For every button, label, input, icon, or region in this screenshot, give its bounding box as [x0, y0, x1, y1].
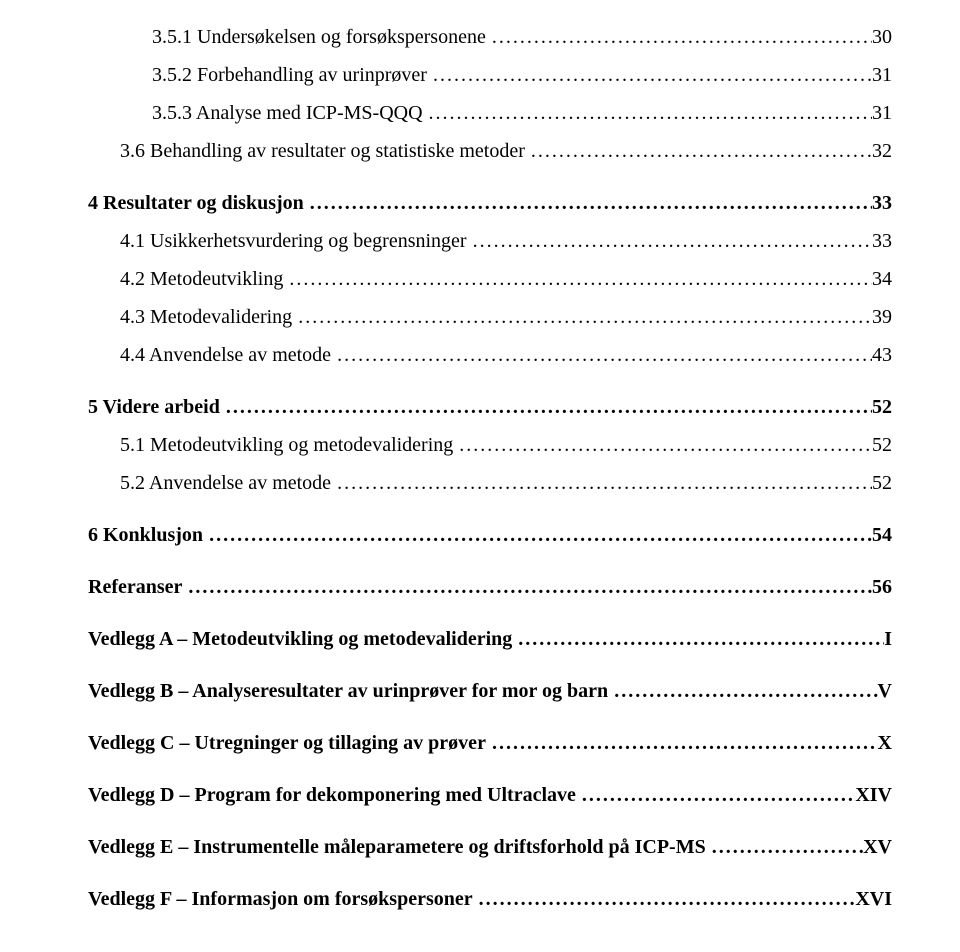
- toc-entry: 5.2 Anvendelse av metode 52: [88, 470, 892, 496]
- toc-entry-label: 3.5.2 Forbehandling av urinprøver: [152, 62, 427, 88]
- toc-entry: Vedlegg F – Informasjon om forsøksperson…: [88, 886, 892, 912]
- toc-entry: Vedlegg E – Instrumentelle måleparameter…: [88, 834, 892, 860]
- toc-leader-dots: [331, 342, 872, 368]
- toc-leader-dots: [220, 394, 872, 420]
- toc-entry-label: 4.4 Anvendelse av metode: [120, 342, 331, 368]
- toc-entry: 3.6 Behandling av resultater og statisti…: [88, 138, 892, 164]
- toc-leader-dots: [608, 678, 877, 704]
- toc-entry-page: 52: [872, 470, 892, 496]
- toc-leader-dots: [706, 834, 863, 860]
- toc-entry: 4.3 Metodevalidering 39: [88, 304, 892, 330]
- toc-entry: 3.5.2 Forbehandling av urinprøver 31: [88, 62, 892, 88]
- toc-leader-dots: [525, 138, 872, 164]
- toc-entry-page: 31: [872, 100, 892, 126]
- toc-entry: 5 Videre arbeid 52: [88, 394, 892, 420]
- toc-leader-dots: [182, 574, 872, 600]
- toc-entry-label: 3.6 Behandling av resultater og statisti…: [120, 138, 525, 164]
- toc-entry-label: Vedlegg F – Informasjon om forsøksperson…: [88, 886, 473, 912]
- toc-entry-page: V: [878, 678, 892, 704]
- toc-entry-label: Vedlegg C – Utregninger og tillaging av …: [88, 730, 486, 756]
- toc-entry-label: 5.1 Metodeutvikling og metodevalidering: [120, 432, 453, 458]
- toc-entry-label: 3.5.1 Undersøkelsen og forsøkspersonene: [152, 24, 486, 50]
- toc-entry: Vedlegg D – Program for dekomponering me…: [88, 782, 892, 808]
- toc-leader-dots: [467, 228, 872, 254]
- toc-entry-label: Vedlegg B – Analyseresultater av urinprø…: [88, 678, 608, 704]
- toc-entry-page: 56: [872, 574, 892, 600]
- toc-entry-page: XV: [863, 834, 892, 860]
- toc-entry-label: 4.3 Metodevalidering: [120, 304, 292, 330]
- toc-leader-dots: [423, 100, 872, 126]
- toc-leader-dots: [512, 626, 884, 652]
- toc-entry-page: 34: [872, 266, 892, 292]
- toc-entry-label: Vedlegg D – Program for dekomponering me…: [88, 782, 576, 808]
- toc-entry: 4.4 Anvendelse av metode 43: [88, 342, 892, 368]
- toc-entry-label: 4.2 Metodeutvikling: [120, 266, 283, 292]
- toc-entry: Vedlegg A – Metodeutvikling og metodeval…: [88, 626, 892, 652]
- toc-entry: Vedlegg C – Utregninger og tillaging av …: [88, 730, 892, 756]
- table-of-contents: 3.5.1 Undersøkelsen og forsøkspersonene 3…: [88, 24, 892, 912]
- toc-entry: 4 Resultater og diskusjon 33: [88, 190, 892, 216]
- toc-entry-page: 33: [872, 228, 892, 254]
- toc-entry: 3.5.1 Undersøkelsen og forsøkspersonene 3…: [88, 24, 892, 50]
- toc-entry-page: 52: [872, 432, 892, 458]
- toc-leader-dots: [427, 62, 872, 88]
- toc-entry-label: 4.1 Usikkerhetsvurdering og begrensninge…: [120, 228, 467, 254]
- toc-entry-label: 3.5.3 Analyse med ICP-MS-QQQ: [152, 100, 423, 126]
- toc-leader-dots: [486, 24, 872, 50]
- toc-leader-dots: [453, 432, 872, 458]
- toc-entry-page: XIV: [855, 782, 892, 808]
- toc-leader-dots: [486, 730, 878, 756]
- toc-entry-label: 6 Konklusjon: [88, 522, 203, 548]
- toc-entry-page: I: [884, 626, 892, 652]
- toc-entry: 4.1 Usikkerhetsvurdering og begrensninge…: [88, 228, 892, 254]
- toc-entry-page: X: [878, 730, 892, 756]
- toc-entry-label: 5 Videre arbeid: [88, 394, 220, 420]
- toc-entry: 4.2 Metodeutvikling 34: [88, 266, 892, 292]
- toc-entry-page: 54: [872, 522, 892, 548]
- toc-entry: Referanser 56: [88, 574, 892, 600]
- toc-entry-page: 33: [872, 190, 892, 216]
- toc-entry-label: Vedlegg E – Instrumentelle måleparameter…: [88, 834, 706, 860]
- toc-entry-page: 43: [872, 342, 892, 368]
- toc-entry-label: Vedlegg A – Metodeutvikling og metodeval…: [88, 626, 512, 652]
- toc-entry: 3.5.3 Analyse med ICP-MS-QQQ 31: [88, 100, 892, 126]
- toc-leader-dots: [576, 782, 855, 808]
- toc-entry-label: Referanser: [88, 574, 182, 600]
- toc-page: 3.5.1 Undersøkelsen og forsøkspersonene 3…: [0, 0, 960, 952]
- toc-entry: Vedlegg B – Analyseresultater av urinprø…: [88, 678, 892, 704]
- toc-entry-page: XVI: [855, 886, 892, 912]
- toc-leader-dots: [292, 304, 872, 330]
- toc-entry-page: 39: [872, 304, 892, 330]
- toc-entry-label: 5.2 Anvendelse av metode: [120, 470, 331, 496]
- toc-entry-page: 31: [872, 62, 892, 88]
- toc-leader-dots: [304, 190, 872, 216]
- toc-entry-page: 32: [872, 138, 892, 164]
- toc-leader-dots: [283, 266, 872, 292]
- toc-leader-dots: [473, 886, 856, 912]
- toc-entry: 5.1 Metodeutvikling og metodevalidering 5…: [88, 432, 892, 458]
- toc-entry-label: 4 Resultater og diskusjon: [88, 190, 304, 216]
- toc-entry-page: 30: [872, 24, 892, 50]
- toc-entry-page: 52: [872, 394, 892, 420]
- toc-leader-dots: [331, 470, 872, 496]
- toc-leader-dots: [203, 522, 872, 548]
- toc-entry: 6 Konklusjon 54: [88, 522, 892, 548]
